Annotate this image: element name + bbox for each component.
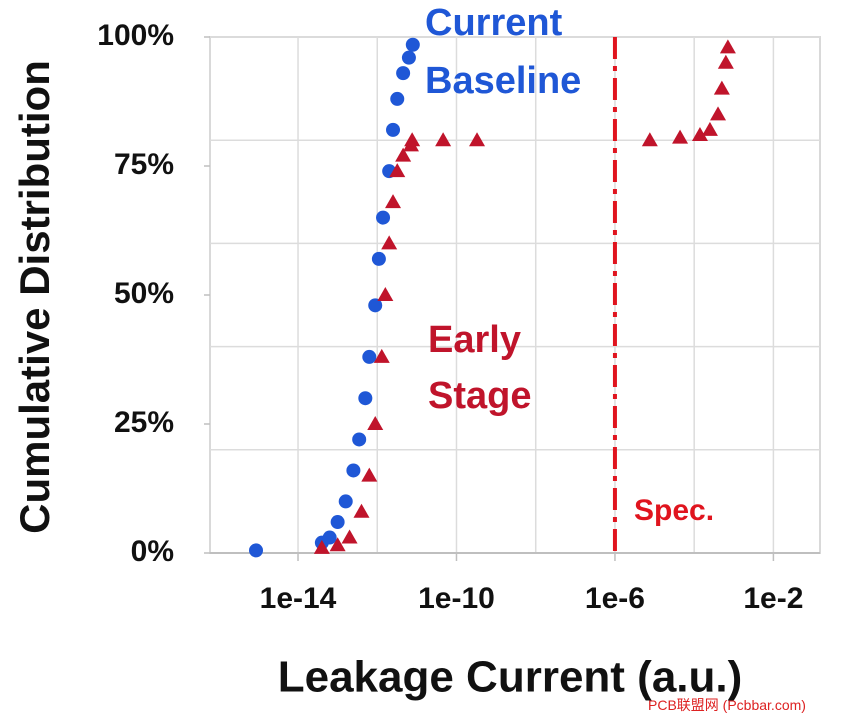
x-tick-label: 1e-2 (743, 582, 803, 615)
data-point (377, 287, 394, 301)
data-point (405, 37, 420, 52)
data-point (389, 163, 406, 178)
y-tick-label: 75% (114, 148, 174, 181)
data-point (376, 210, 391, 225)
data-point (353, 503, 370, 518)
x-tick-label: 1e-14 (260, 582, 337, 615)
spec-label: Spec. (634, 494, 715, 527)
data-point (381, 235, 398, 250)
data-point (701, 121, 718, 136)
data-point (691, 127, 708, 142)
y-tick-label: 0% (131, 535, 174, 568)
data-point (338, 494, 353, 509)
data-point (371, 251, 386, 266)
data-point (352, 432, 367, 447)
y-tick-label: 50% (114, 277, 174, 310)
data-point (717, 54, 734, 69)
series-label: Current Baseline (425, 2, 582, 102)
series-label: Early Stage (428, 319, 532, 417)
data-point (404, 132, 421, 147)
x-tick-label: 1e-10 (418, 582, 495, 615)
data-point (641, 132, 658, 147)
data-point (672, 129, 689, 144)
data-point (322, 530, 337, 545)
y-axis-title: Cumulative Distribution (11, 60, 58, 534)
data-point (361, 467, 378, 482)
data-point (249, 543, 264, 558)
data-point (390, 91, 405, 106)
watermark: PCB联盟网 (Pcbbar.com) (648, 697, 806, 713)
data-point (401, 50, 416, 65)
data-point (396, 66, 411, 81)
data-point (330, 515, 345, 530)
data-point (713, 80, 730, 95)
y-tick-label: 25% (114, 406, 174, 439)
data-point (373, 348, 390, 363)
data-point (367, 416, 384, 430)
data-point (329, 537, 346, 552)
data-point (710, 106, 727, 121)
data-point (719, 39, 736, 54)
y-tick-label: 100% (97, 19, 174, 52)
data-point (346, 463, 361, 478)
data-point (358, 391, 373, 406)
data-point (362, 349, 377, 364)
data-point (395, 147, 412, 162)
data-point (386, 122, 401, 137)
plot-frame (209, 36, 821, 554)
data-point (313, 539, 330, 554)
x-axis-title: Leakage Current (a.u.) (278, 653, 743, 702)
data-point (435, 132, 452, 147)
data-point (368, 298, 383, 313)
data-point (385, 194, 402, 209)
x-tick-label: 1e-6 (585, 582, 645, 615)
data-point (469, 132, 486, 147)
data-point (341, 529, 358, 544)
